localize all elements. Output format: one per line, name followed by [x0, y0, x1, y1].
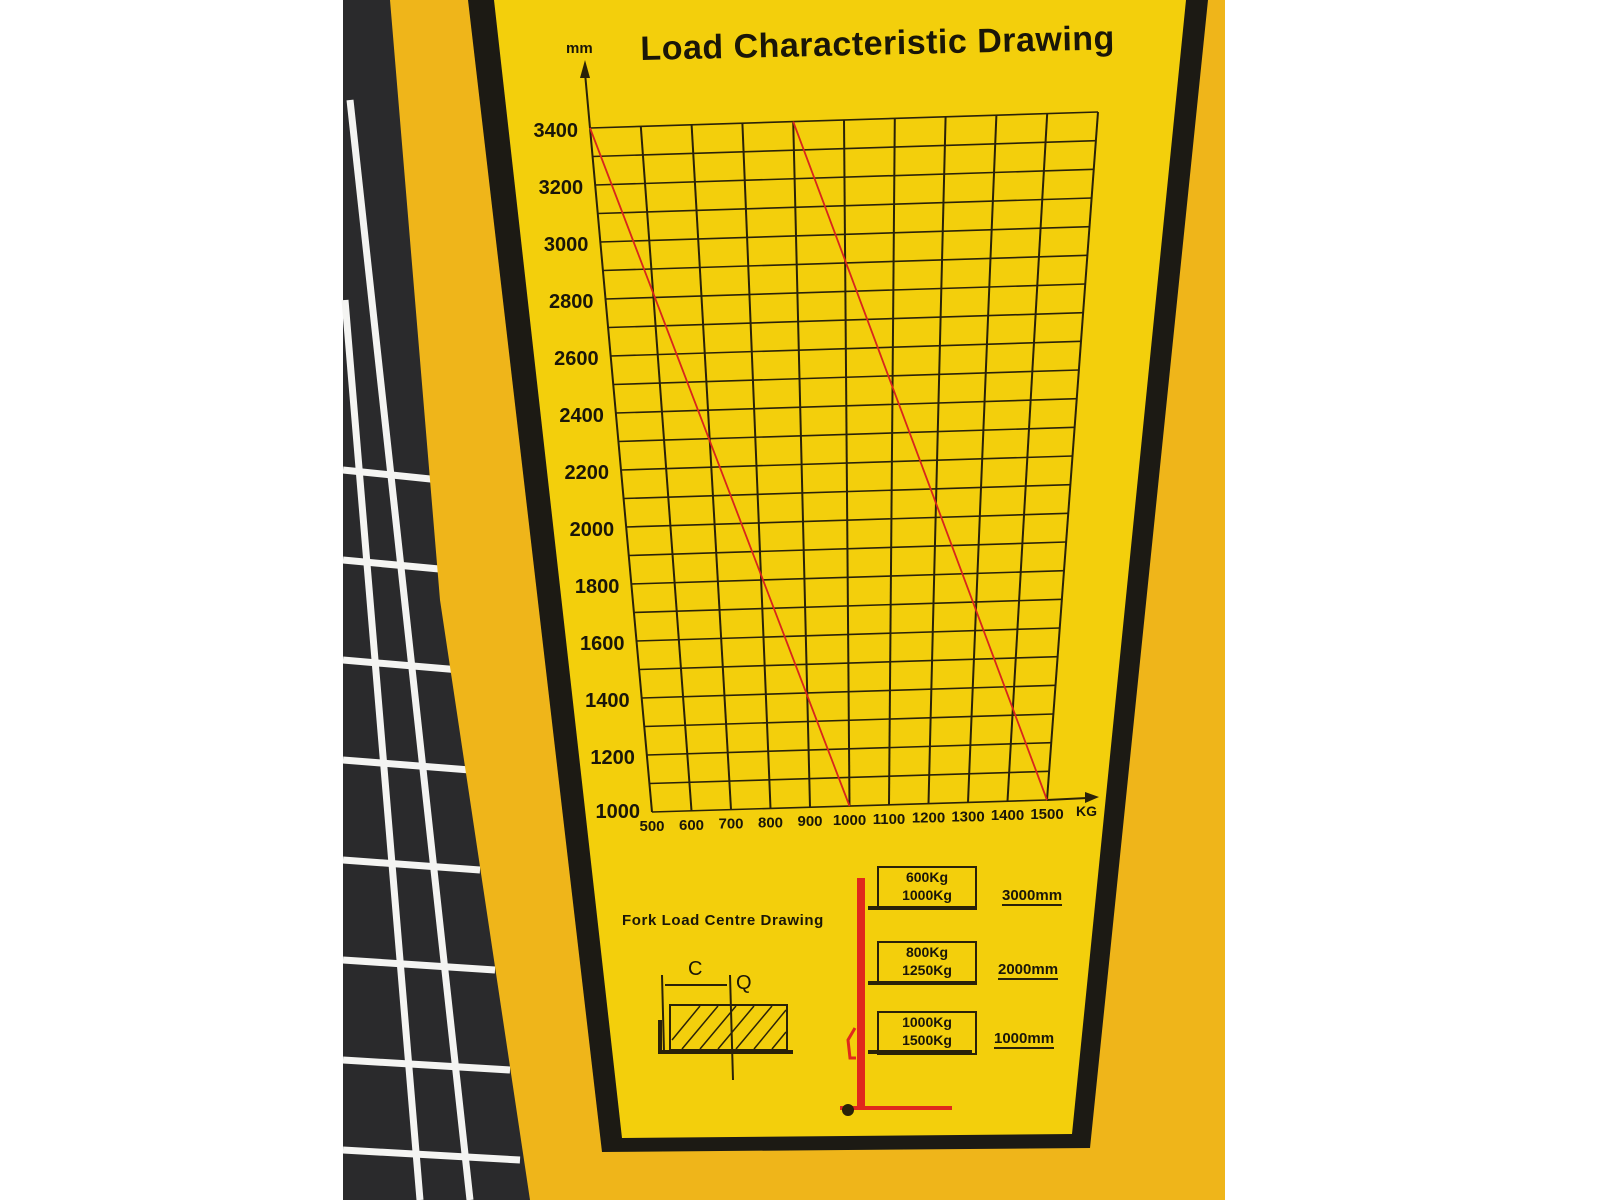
y-tick-label: 1400: [585, 690, 630, 712]
load-value: 600Kg: [905, 869, 949, 885]
grid-line-horizontal: [615, 397, 1077, 414]
y-tick-label: 1000: [596, 801, 641, 823]
load-value: 1000Kg: [902, 887, 952, 903]
c-left-line: [661, 974, 665, 1053]
x-tick-label: 1200: [912, 810, 945, 827]
load-value: 1250Kg: [902, 962, 952, 978]
load-box-1000: 1000Kg 1500Kg: [877, 1011, 977, 1055]
grid-line-horizontal: [644, 713, 1054, 728]
x-axis-unit: KG: [1076, 803, 1097, 819]
grid-line-horizontal: [618, 426, 1075, 443]
grid-line-horizontal: [605, 283, 1086, 300]
grid-line-horizontal: [592, 139, 1096, 158]
mast: [857, 878, 865, 1110]
grid-line-horizontal: [626, 512, 1069, 528]
y-axis-arrow: [584, 72, 591, 129]
x-arrowhead: [1085, 792, 1099, 803]
grid-line-horizontal: [613, 369, 1079, 386]
label-c: C: [688, 958, 703, 980]
load-box-3000: 600Kg 1000Kg: [877, 866, 977, 910]
x-tick-label: 800: [758, 814, 783, 831]
y-tick-label: 2800: [549, 291, 594, 313]
y-tick-label: 2200: [565, 462, 610, 484]
grid-line-horizontal: [620, 455, 1073, 471]
handle: [846, 1027, 857, 1060]
series-line-1: [589, 127, 851, 807]
y-tick-label: 3000: [544, 234, 589, 256]
load-value: 800Kg: [905, 944, 949, 960]
q-arrow: [729, 974, 734, 1081]
label-q: Q: [736, 972, 752, 994]
grid-line-horizontal: [600, 225, 1090, 243]
load-value: 1000Kg: [902, 1014, 952, 1030]
grid-line-horizontal: [631, 569, 1065, 585]
label-background: [494, 0, 1186, 1138]
y-tick-label: 2400: [559, 405, 604, 427]
grid-line-horizontal: [623, 483, 1071, 500]
grid-line-horizontal: [649, 770, 1050, 785]
grid-line-horizontal: [628, 541, 1067, 557]
x-axis-arrow: [1046, 797, 1088, 801]
grid-line-horizontal: [646, 741, 1052, 756]
height-1000: 1000mm: [994, 1030, 1055, 1049]
grid-line-horizontal: [589, 111, 1099, 129]
grid-line-horizontal: [610, 340, 1082, 357]
grid-line-horizontal: [608, 311, 1084, 329]
grid-line-horizontal: [633, 598, 1062, 614]
load-chart: 3400 3200 3000 2800 2600 2400 2200 2000 1800 1600…: [534, 60, 1099, 835]
wire-rack: [341, 99, 521, 1200]
height-3000: 3000mm: [1002, 887, 1063, 906]
grid-line-horizontal: [636, 627, 1060, 642]
grid-line-horizontal: [639, 655, 1058, 671]
x-tick-label: 1000: [833, 812, 866, 829]
y-axis-unit: mm: [566, 40, 593, 57]
x-tick-label: 1400: [991, 807, 1024, 824]
y-tick-label: 1600: [580, 633, 625, 655]
grid-line-horizontal: [595, 168, 1094, 186]
load-box-2000: 800Kg 1250Kg: [877, 941, 977, 985]
x-tick-label: 1100: [873, 811, 906, 828]
height-2000: 2000mm: [998, 961, 1059, 980]
fork-diagram-title: Fork Load Centre Drawing: [622, 912, 824, 929]
y-tick-label: 1800: [575, 576, 620, 598]
x-tick-label: 1500: [1030, 806, 1063, 823]
y-tick-label: 2000: [570, 519, 615, 541]
grid-line-horizontal: [597, 197, 1092, 215]
x-tick-label: 700: [718, 816, 743, 833]
y-tick-label: 3200: [539, 177, 584, 199]
y-tick-label: 1200: [590, 747, 635, 769]
fork: [658, 1020, 793, 1054]
load-value: 1500Kg: [902, 1032, 952, 1048]
wheel: [842, 1104, 854, 1116]
y-tick-label: 2600: [554, 348, 599, 370]
grid-line-horizontal: [641, 684, 1056, 699]
y-tick-label: 3400: [534, 120, 579, 142]
x-tick-label: 600: [679, 817, 704, 834]
hatch-lines: [671, 1005, 787, 1050]
x-tick-label: 900: [797, 813, 822, 830]
fork-load-centre-drawing: [658, 974, 793, 1081]
x-tick-label: 500: [639, 818, 664, 835]
x-tick-label: 1300: [951, 808, 984, 825]
series-line-2: [792, 121, 1048, 801]
y-arrowhead: [580, 60, 590, 78]
